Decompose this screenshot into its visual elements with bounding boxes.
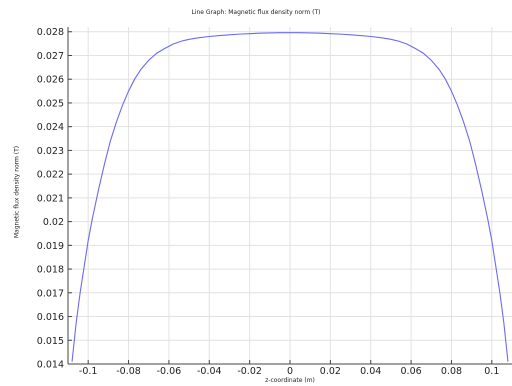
y-tick-label: 0.015 (37, 336, 64, 347)
chart-title: Line Graph: Magnetic flux density norm (… (191, 9, 321, 16)
x-tick-label: 0.1 (484, 366, 499, 377)
x-tick-label: -0.02 (237, 366, 262, 377)
x-tick-label: 0.02 (320, 366, 341, 377)
x-tick-label: 0 (287, 366, 293, 377)
y-tick-label: 0.022 (37, 170, 64, 181)
x-tick-label: -0.08 (116, 366, 141, 377)
x-tick-label: 0.08 (441, 366, 462, 377)
y-tick-label: 0.024 (37, 122, 64, 133)
x-tick-label: 0.06 (401, 366, 422, 377)
y-tick-label: 0.019 (37, 241, 64, 252)
x-axis-ticks: -0.1 -0.08 -0.06 -0.04 -0.02 0 0.02 0.04 0.06 0.0… (79, 360, 499, 377)
y-tick-label: 0.014 (37, 360, 64, 371)
y-tick-label: 0.025 (37, 98, 64, 109)
y-tick-label: 0.017 (37, 288, 64, 299)
y-tick-label: 0.027 (37, 51, 64, 62)
y-tick-label: 0.016 (37, 312, 64, 323)
y-tick-label: 0.026 (37, 75, 64, 86)
y-tick-label: 0.021 (37, 193, 64, 204)
series-line (71, 32, 509, 362)
grid-lines (68, 27, 512, 365)
y-axis-label: Magnetic flux density norm (T) (13, 145, 21, 239)
x-axis-label: z-coordinate (m) (265, 377, 315, 384)
y-axis-ticks: 0.014 0.015 0.016 0.017 0.018 0.019 0.02 0.021 0… (37, 27, 72, 371)
x-tick-label: -0.1 (79, 366, 98, 377)
y-tick-label: 0.02 (43, 217, 64, 228)
x-tick-label: -0.06 (157, 366, 182, 377)
x-tick-label: -0.04 (197, 366, 222, 377)
y-tick-label: 0.018 (37, 265, 64, 276)
y-tick-label: 0.028 (37, 27, 64, 38)
x-tick-label: 0.04 (360, 366, 381, 377)
y-tick-label: 0.023 (37, 146, 64, 157)
